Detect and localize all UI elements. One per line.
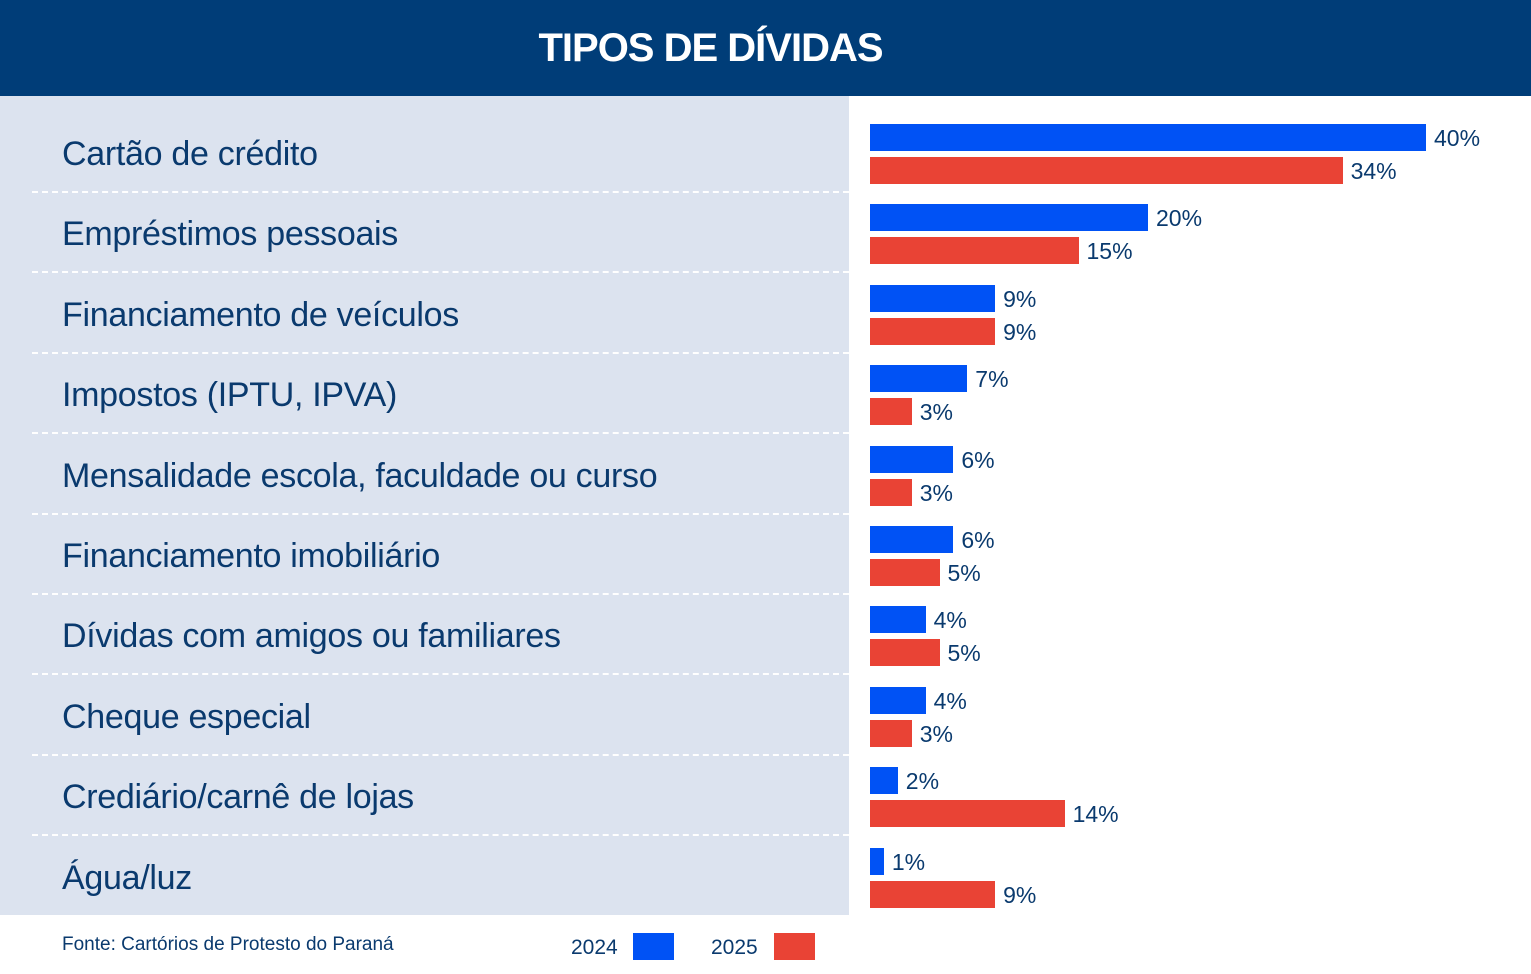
bar-2025	[870, 880, 996, 908]
row-separator	[32, 351, 849, 354]
category-label: Dívidas com amigos ou familiares	[62, 617, 561, 656]
row-separator	[32, 834, 849, 837]
data-label-2025: 3%	[919, 479, 953, 506]
data-label-2025: 3%	[919, 399, 953, 426]
bar-2025	[870, 237, 1079, 265]
bar-2025	[870, 398, 912, 426]
bar-2024	[870, 767, 898, 795]
data-label-2024: 2%	[905, 768, 940, 795]
bar-2025	[870, 157, 1343, 184]
data-label-2025: 5%	[947, 640, 981, 667]
data-label-2024: 7%	[975, 366, 1009, 393]
bar-2025	[870, 800, 1065, 828]
bar-2025	[870, 478, 912, 506]
legend-swatch-2024	[633, 933, 674, 960]
bar-2024	[870, 365, 968, 393]
category-label: Mensalidade escola, faculdade ou curso	[62, 456, 658, 495]
data-label-2025: 9%	[1003, 318, 1037, 345]
legend-label-2024: 2024	[571, 936, 618, 959]
bar-2024	[870, 124, 1426, 151]
bar-2024	[870, 204, 1148, 232]
row-separator	[32, 512, 849, 515]
data-label-2025: 15%	[1086, 238, 1133, 265]
category-label: Impostos (IPTU, IPVA)	[62, 376, 398, 415]
data-label-2024: 6%	[961, 527, 995, 553]
data-label-2024: 6%	[961, 446, 995, 473]
category-label: Crediário/carnê de lojas	[62, 778, 414, 817]
data-label-2025: 3%	[919, 720, 953, 747]
data-label-2025: 9%	[1003, 881, 1037, 908]
data-label-2025: 14%	[1072, 801, 1119, 828]
bar-2025	[870, 559, 940, 586]
data-label-2024: 20%	[1156, 205, 1203, 232]
legend-label-2025: 2025	[711, 936, 758, 959]
bar-2024	[870, 445, 954, 473]
row-separator	[32, 673, 849, 676]
bar-2024	[870, 686, 926, 714]
row-separator	[32, 271, 849, 274]
data-label-2024: 40%	[1434, 125, 1481, 151]
bar-2024	[870, 284, 996, 312]
source-note: Fonte: Cartórios de Protesto do Paraná	[62, 934, 394, 955]
category-panel	[0, 96, 849, 915]
category-label: Empréstimos pessoais	[62, 215, 399, 254]
data-label-2024: 4%	[933, 687, 967, 714]
bar-2024	[870, 606, 926, 634]
data-label-2025: 34%	[1350, 158, 1397, 184]
category-label: Cheque especial	[62, 697, 311, 736]
row-separator	[32, 191, 849, 193]
legend-swatch-2025	[774, 933, 815, 960]
bar-2025	[870, 317, 996, 345]
category-label: Água/luz	[62, 858, 192, 897]
category-label: Financiamento de veículos	[62, 295, 459, 334]
bar-2025	[870, 719, 912, 747]
data-label-2025: 5%	[947, 560, 981, 586]
bar-2024	[870, 526, 954, 553]
data-label-2024: 1%	[891, 848, 926, 875]
header: TIPOS DE DÍVIDAS	[0, 0, 1531, 96]
category-label: Financiamento imobiliário	[62, 537, 441, 575]
row-separator	[32, 753, 849, 756]
chart-title: TIPOS DE DÍVIDAS	[538, 25, 883, 70]
data-label-2024: 9%	[1003, 285, 1037, 312]
row-separator	[32, 593, 849, 595]
category-label: Cartão de crédito	[62, 135, 318, 173]
bar-2025	[870, 639, 940, 667]
row-separator	[32, 432, 849, 435]
data-label-2024: 4%	[933, 607, 967, 634]
bar-2024	[870, 847, 884, 875]
